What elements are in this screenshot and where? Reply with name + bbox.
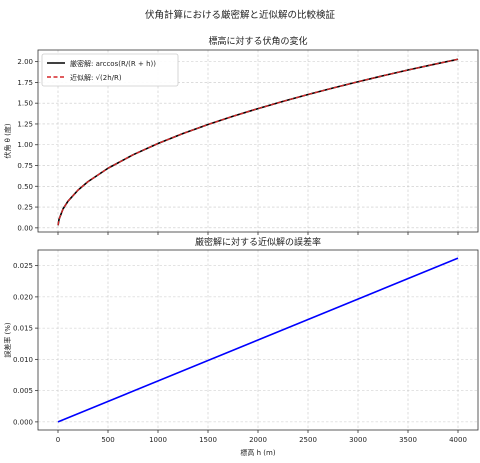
bottom-x-axis-label: 標高 h (m): [240, 448, 275, 457]
bottom-y-ticks: 0.000 0.005 0.010 0.015 0.020 0.025: [13, 262, 38, 426]
x-tick-label: 2500: [299, 436, 317, 444]
bottom-y-axis-label: 誤差率 (%): [3, 322, 12, 358]
bottom-series: [57, 257, 459, 423]
x-tick-label: 3500: [399, 436, 417, 444]
y-tick-label: 0.75: [17, 162, 33, 170]
top-subplot-title: 標高に対する伏角の変化: [208, 35, 307, 47]
x-tick-label: 1500: [199, 436, 217, 444]
y-tick-label: 0.025: [13, 262, 33, 270]
y-tick-label: 1.00: [17, 141, 33, 149]
top-y-axis-label: 伏角 θ (度): [3, 123, 12, 158]
x-tick-label: 0: [56, 436, 60, 444]
y-tick-label: 0.50: [17, 183, 33, 191]
top-y-ticks: 0.00 0.25 0.50 0.75 1.00 1.25 1.50 1.75 2.00: [17, 58, 38, 232]
x-tick-label: 1000: [149, 436, 167, 444]
bottom-grid: [38, 250, 478, 430]
bottom-x-ticks: 0 500 1000 1500 2000 2500 3000 3500 4000: [56, 430, 467, 444]
y-tick-label: 1.25: [17, 120, 33, 128]
series-line-2: [57, 58, 459, 226]
y-tick-label: 2.00: [17, 58, 33, 66]
legend: 厳密解: arccos(R/(R + h)) 近似解: √(2h/R): [41, 53, 179, 87]
x-tick-label: 500: [101, 436, 114, 444]
legend-label-exact: 厳密解: arccos(R/(R + h)): [70, 59, 156, 68]
y-tick-label: 1.50: [17, 100, 33, 108]
y-tick-label: 0.005: [13, 387, 33, 395]
top-series: [57, 58, 459, 226]
y-tick-label: 1.75: [17, 79, 33, 87]
y-tick-label: 0.010: [13, 356, 33, 364]
legend-label-approx: 近似解: √(2h/R): [70, 73, 122, 82]
bottom-subplot: 厳密解に対する近似解の誤差率 0 500 1000 1500 2000 2500 3000 3…: [3, 236, 479, 457]
legend-box: [41, 53, 179, 87]
x-tick-label: 3000: [349, 436, 367, 444]
x-tick-label: 4000: [449, 436, 467, 444]
top-subplot: 標高に対する伏角の変化 0.00 0.25 0.50 0.75 1.00 1.25 1.50…: [3, 35, 479, 235]
bottom-subplot-title: 厳密解に対する近似解の誤差率: [195, 236, 321, 248]
series-line-1: [57, 257, 459, 423]
top-x-ticks: [57, 232, 459, 235]
y-tick-label: 0.020: [13, 293, 33, 301]
figure-title: 伏角計算における厳密解と近似解の比較検証: [145, 9, 336, 21]
y-tick-label: 0.25: [17, 204, 33, 212]
y-tick-label: 0.00: [17, 224, 33, 232]
y-tick-label: 0.015: [13, 325, 33, 333]
y-tick-label: 0.000: [13, 418, 33, 426]
x-tick-label: 2000: [249, 436, 267, 444]
